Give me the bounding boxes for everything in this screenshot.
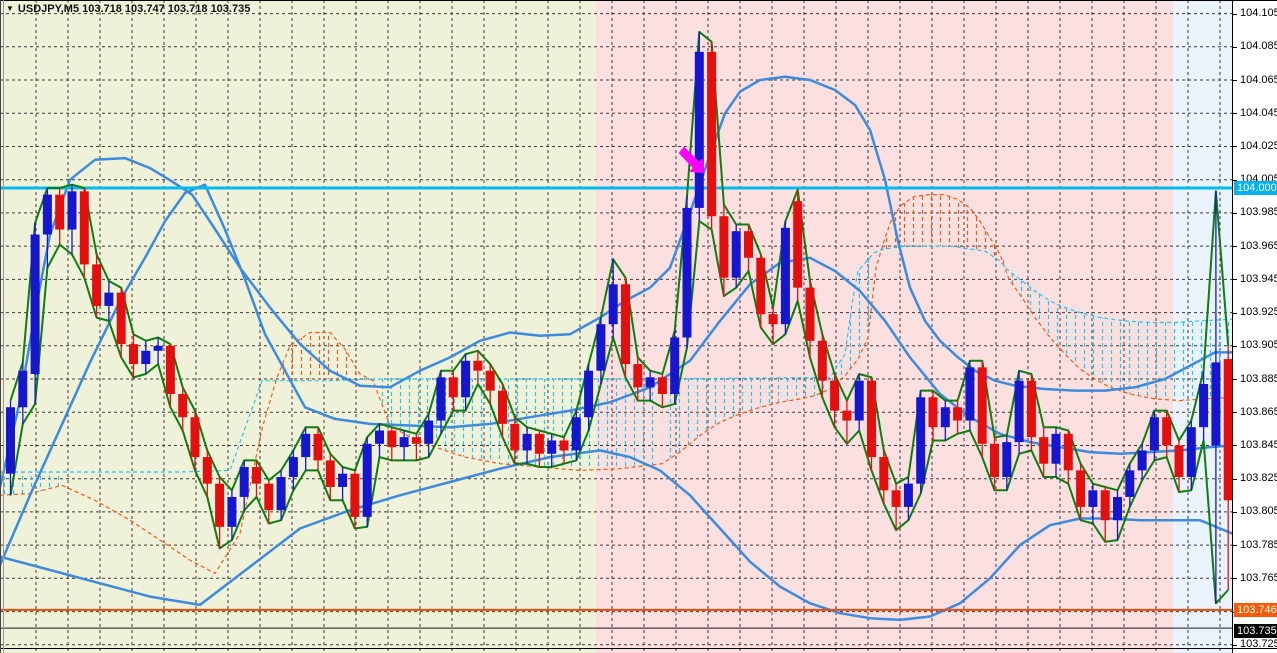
axis-tick [1233, 212, 1237, 214]
axis-tick [1233, 46, 1237, 48]
axis-tick [1233, 379, 1237, 380]
axis-price-label: 103.925 [1240, 306, 1277, 319]
axis-price-label: 103.885 [1240, 372, 1277, 385]
window-border-top [0, 0, 1277, 1]
price-axis: 104.000 103.746 103.735 104.105 104.085 10… [1232, 0, 1277, 653]
ask-price-badge: 103.746 [1234, 602, 1277, 617]
axis-price-label: 103.785 [1240, 538, 1277, 551]
window-border-left [0, 0, 1, 653]
axis-price-label: 103.985 [1240, 206, 1277, 219]
bid-price-badge: 103.735 [1234, 624, 1277, 639]
axis-tick [1233, 312, 1237, 314]
horizontal-price-lines [0, 186, 1232, 629]
chart-border-bottom [0, 648, 1277, 649]
axis-tick [1233, 412, 1237, 414]
axis-price-label: 104.085 [1240, 40, 1277, 53]
axis-price-label: 103.765 [1240, 571, 1277, 584]
chart-title: ▼ USDJPY,M5 103.718 103.747 103.718 103.7… [6, 3, 250, 15]
price-level-badge-104000: 104.000 [1234, 181, 1277, 195]
axis-price-label: 104.065 [1240, 73, 1277, 86]
axis-tick [1233, 644, 1237, 646]
price-chart-canvas[interactable] [0, 0, 1232, 653]
axis-price-label: 103.865 [1240, 405, 1277, 418]
axis-tick [1233, 279, 1237, 281]
axis-tick [1233, 80, 1237, 82]
axis-tick [1233, 179, 1237, 181]
axis-price-label: 103.845 [1240, 438, 1277, 451]
axis-price-label: 104.045 [1240, 106, 1277, 119]
axis-tick [1233, 578, 1237, 580]
axis-price-label: 103.965 [1240, 239, 1277, 252]
axis-tick [1233, 113, 1237, 115]
axis-price-label: 103.945 [1240, 272, 1277, 285]
axis-price-label: 104.025 [1240, 139, 1277, 152]
axis-tick [1233, 146, 1237, 148]
symbol-marker-icon[interactable]: ▼ [6, 4, 14, 13]
axis-tick [1233, 445, 1237, 447]
hilo-channel [9, 30, 1230, 605]
axis-price-label: 103.805 [1240, 505, 1277, 518]
axis-price-label: 103.905 [1240, 339, 1277, 352]
axis-tick [1233, 511, 1237, 513]
chart-title-text: USDJPY,M5 103.718 103.747 103.718 103.73… [17, 3, 251, 15]
axis-tick [1233, 246, 1237, 248]
axis-price-label: 103.825 [1240, 472, 1277, 485]
magenta-arrow-icon [679, 147, 704, 173]
bollinger-bands [0, 75, 1232, 622]
candles [6, 31, 1232, 604]
axis-price-label: 104.105 [1240, 7, 1277, 20]
axis-price-label: 103.725 [1240, 638, 1277, 651]
axis-tick [1233, 13, 1237, 15]
axis-tick [1233, 545, 1237, 547]
window-border-left-inner [3, 0, 4, 653]
axis-tick [1233, 478, 1237, 480]
axis-tick [1233, 345, 1237, 347]
